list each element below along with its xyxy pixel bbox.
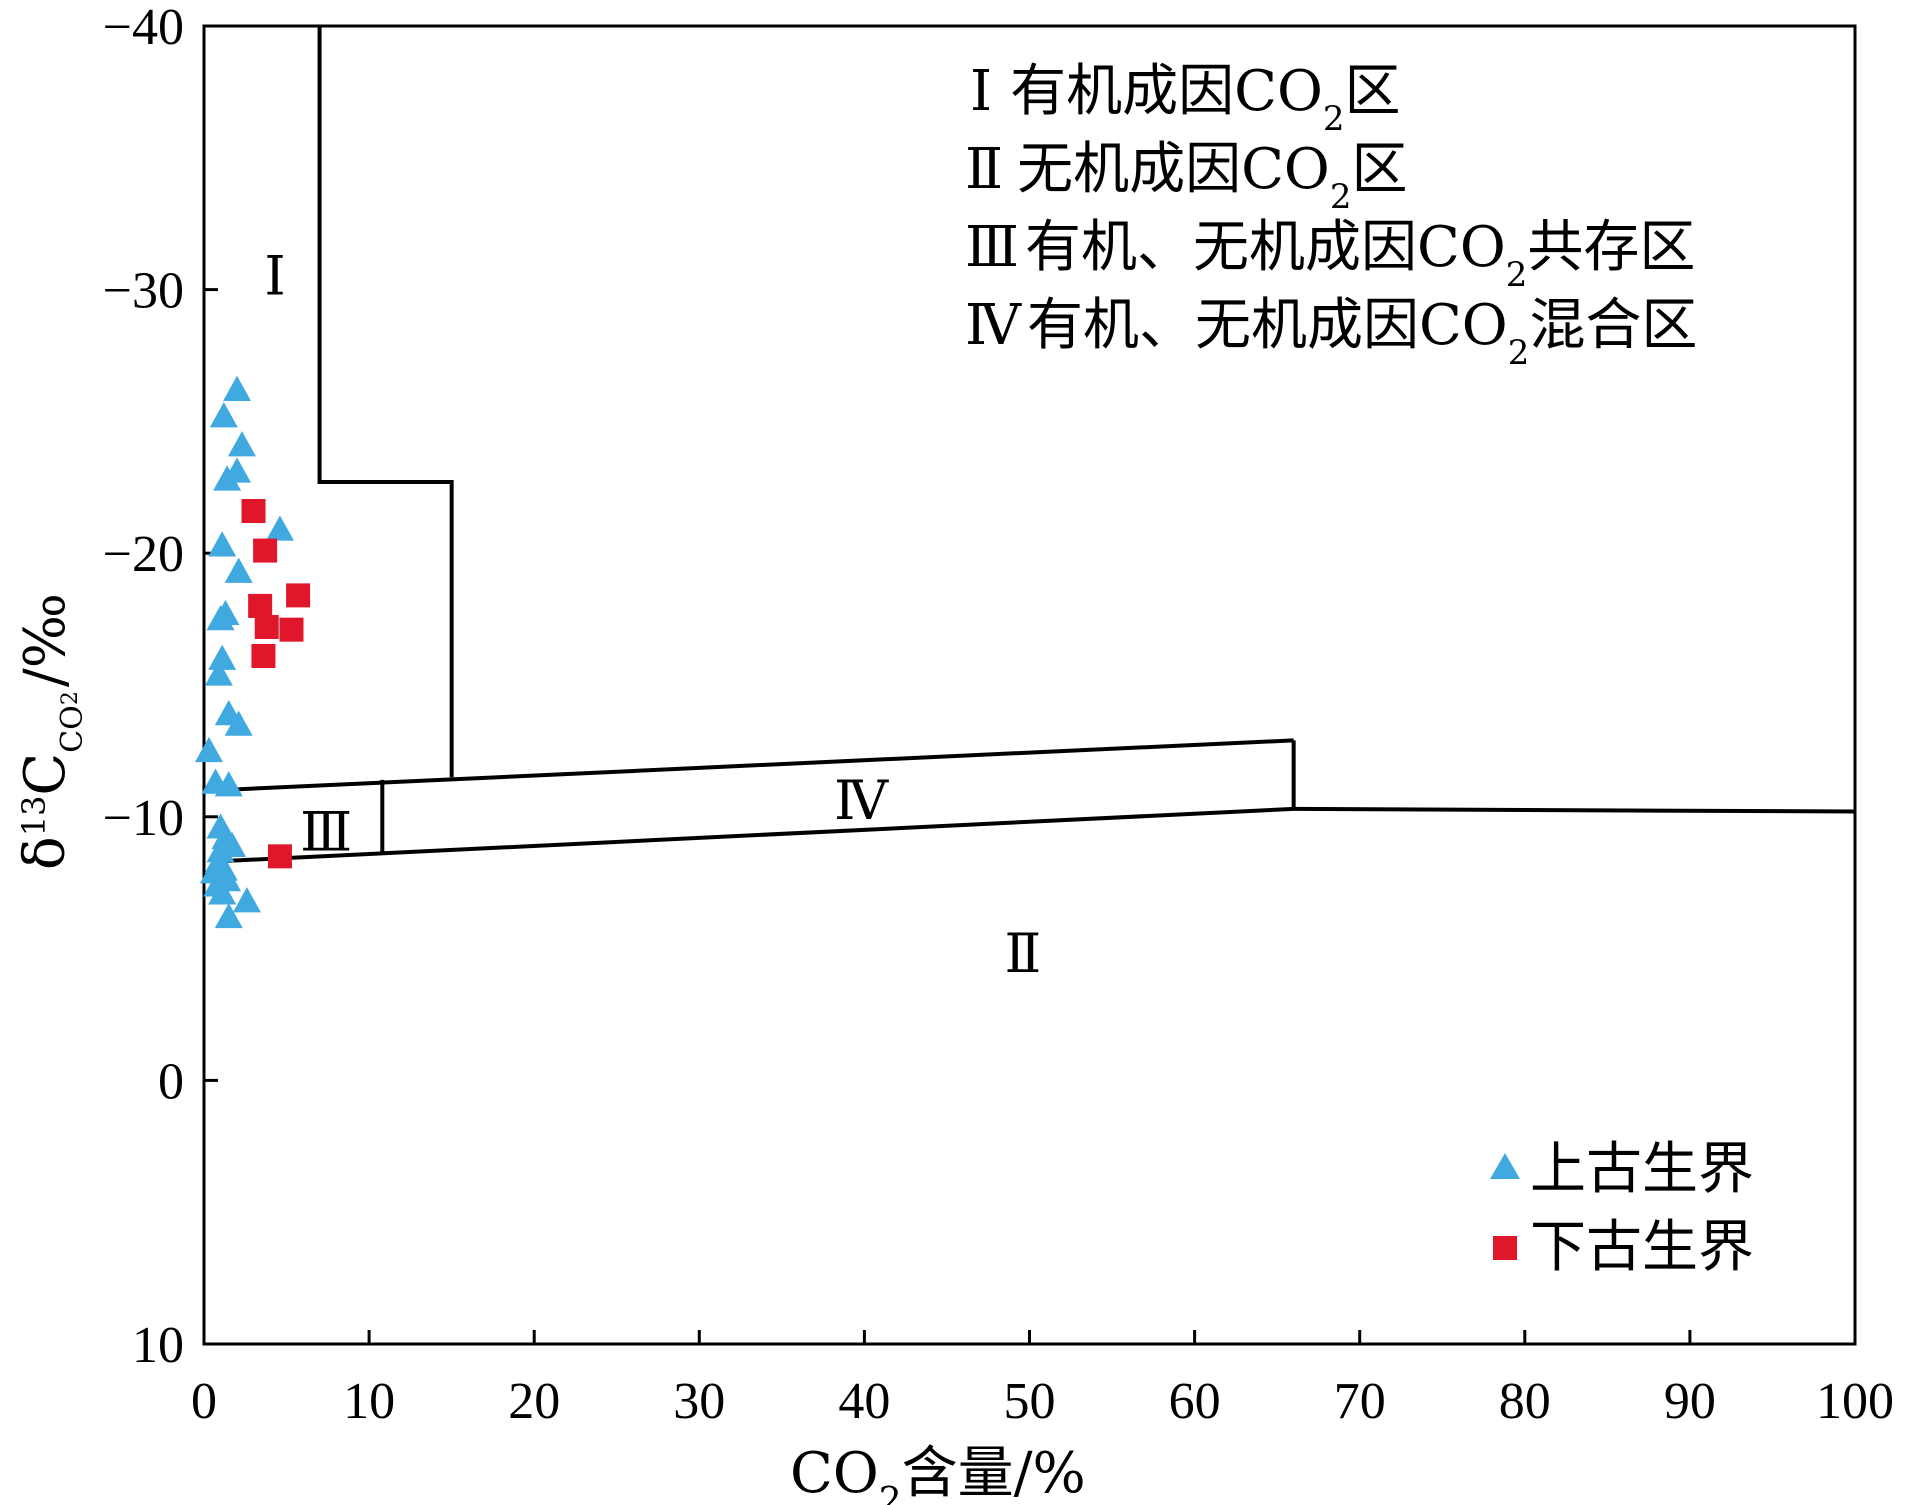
data-point-triangle (194, 736, 223, 763)
x-axis-title: CO2含量/% (790, 1441, 1086, 1505)
y-tick-label: −10 (103, 790, 184, 847)
y-axis: −40 −30 −20 −10 0 10 (103, 0, 218, 1374)
note-line-1: Ⅰ 有机成因CO2区 (970, 59, 1401, 139)
x-tick-label: 50 (1004, 1373, 1056, 1430)
data-point-square (248, 593, 273, 618)
data-point-triangle (208, 879, 237, 905)
zone-notes: Ⅰ 有机成因CO2区 Ⅱ 无机成因CO2区 Ⅲ 有机、无机成因CO2共存区 Ⅳ 有机、无… (965, 59, 1697, 373)
data-point-triangle (224, 557, 253, 583)
legend-marker-lower-paleozoic (1493, 1236, 1517, 1260)
zone-boundary-line (1293, 806, 1856, 814)
data-point-triangle (224, 710, 253, 736)
data-point-square (251, 644, 276, 669)
y-tick-label: 0 (158, 1053, 184, 1110)
data-point-square (279, 617, 304, 642)
x-tick-label: 90 (1664, 1373, 1716, 1430)
data-points (194, 375, 311, 929)
x-tick-label: 40 (838, 1373, 890, 1430)
legend: 上古生界 下古生界 (1490, 1137, 1754, 1280)
x-tick-label: 60 (1169, 1373, 1221, 1430)
data-point-triangle (206, 837, 235, 863)
data-point-triangle (214, 771, 243, 797)
data-point-square (254, 615, 279, 640)
x-tick-label: 30 (673, 1373, 725, 1430)
y-tick-label: −20 (103, 526, 184, 583)
data-point-triangle (223, 375, 252, 401)
zone-boundary-line (212, 738, 1294, 793)
data-point-triangle (199, 858, 228, 884)
legend-marker-upper-paleozoic (1490, 1153, 1520, 1179)
data-point-triangle (214, 902, 243, 929)
data-point-square (286, 583, 311, 608)
zone-boundary-line (212, 806, 1294, 864)
zone-label: Ⅳ (834, 771, 889, 831)
legend-label-upper-paleozoic: 上古生界 (1530, 1137, 1754, 1202)
x-tick-label: 70 (1334, 1373, 1386, 1430)
data-point-triangle (232, 887, 261, 913)
zone-label: Ⅱ (1005, 924, 1042, 984)
zone-boundaries (212, 26, 1856, 864)
x-tick-label: 20 (508, 1373, 560, 1430)
data-point-triangle (265, 515, 294, 541)
data-point-triangle (213, 465, 242, 491)
x-axis: 0 10 20 30 40 50 60 70 80 90 100 (191, 1330, 1894, 1430)
x-tick-label: 0 (191, 1373, 217, 1430)
note-line-4: Ⅳ 有机、无机成因CO2混合区 (965, 293, 1697, 373)
x-tick-label: 10 (343, 1373, 395, 1430)
y-axis-title: δ13CCO2/‰ (13, 593, 90, 870)
data-point-triangle (227, 431, 256, 457)
x-tick-label: 80 (1499, 1373, 1551, 1430)
zone-label: Ⅲ (300, 803, 352, 863)
note-line-3: Ⅲ 有机、无机成因CO2共存区 (965, 215, 1695, 295)
data-point-triangle (208, 644, 237, 670)
x-tick-label: 100 (1816, 1373, 1894, 1430)
data-point-square (267, 844, 292, 869)
legend-label-lower-paleozoic: 下古生界 (1530, 1215, 1754, 1280)
note-line-2: Ⅱ 无机成因CO2区 (965, 137, 1407, 217)
data-point-square (253, 538, 278, 563)
zone-boundary-line (317, 26, 454, 778)
data-point-square (241, 499, 266, 524)
zone-labels: Ⅰ Ⅲ Ⅳ Ⅱ (264, 246, 1041, 983)
y-tick-label: 10 (132, 1317, 184, 1374)
data-point-triangle (206, 605, 235, 631)
data-point-triangle (209, 402, 238, 428)
data-point-triangle (204, 660, 233, 686)
y-tick-label: −40 (103, 0, 184, 56)
zone-label: Ⅰ (264, 246, 285, 306)
data-point-triangle (208, 531, 237, 557)
y-tick-label: −30 (103, 263, 184, 320)
